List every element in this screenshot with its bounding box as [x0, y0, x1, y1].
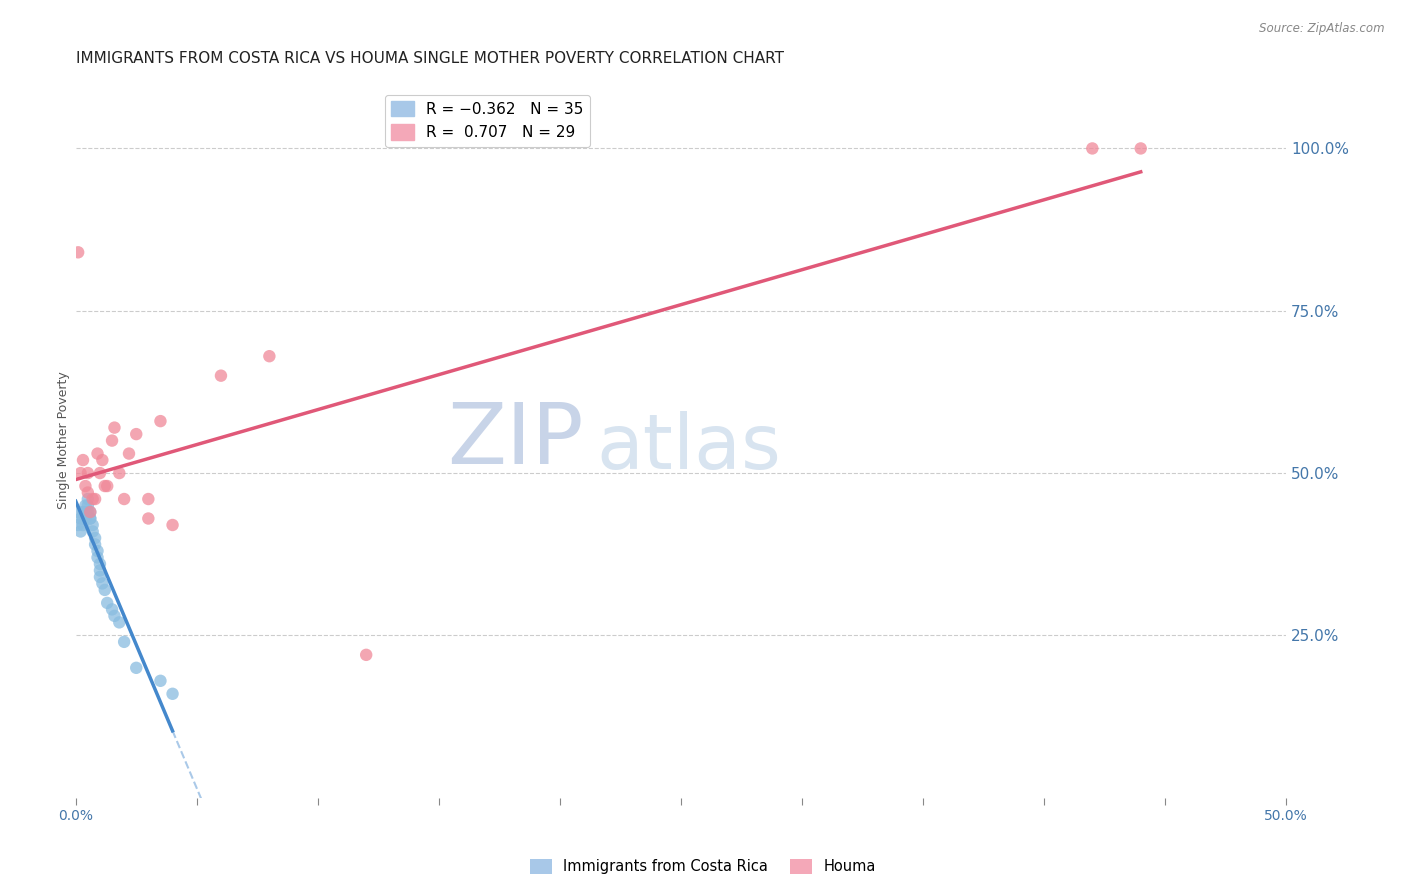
Point	[1129, 141, 1152, 155]
Point	[96, 596, 118, 610]
Point	[91, 453, 114, 467]
Point	[72, 505, 94, 519]
Point	[86, 544, 108, 558]
Point	[108, 466, 131, 480]
Point	[94, 582, 117, 597]
Point	[162, 518, 184, 533]
Point	[75, 505, 97, 519]
Point	[96, 479, 118, 493]
Point	[138, 511, 160, 525]
Point	[209, 368, 232, 383]
Point	[125, 427, 148, 442]
Point	[149, 673, 172, 688]
Point	[76, 505, 98, 519]
Point	[138, 491, 160, 506]
Point	[79, 505, 101, 519]
Point	[67, 518, 90, 533]
Point	[84, 537, 107, 551]
Point	[89, 466, 111, 480]
Point	[89, 570, 111, 584]
Point	[108, 615, 131, 630]
Point	[72, 453, 94, 467]
Point	[354, 648, 377, 662]
Point	[75, 479, 97, 493]
Point	[69, 511, 91, 525]
Point	[84, 491, 107, 506]
Point	[86, 446, 108, 460]
Point	[67, 245, 90, 260]
Point	[75, 499, 97, 513]
Legend: Immigrants from Costa Rica, Houma: Immigrants from Costa Rica, Houma	[524, 853, 882, 880]
Point	[103, 608, 125, 623]
Point	[79, 505, 101, 519]
Point	[259, 349, 281, 363]
Point	[72, 511, 94, 525]
Point	[69, 524, 91, 539]
Point	[112, 635, 135, 649]
Point	[89, 557, 111, 571]
Point	[79, 511, 101, 525]
Point	[67, 505, 90, 519]
Point	[94, 479, 117, 493]
Point	[1081, 141, 1104, 155]
Point	[82, 524, 104, 539]
Point	[149, 414, 172, 428]
Point	[103, 420, 125, 434]
Point	[79, 511, 101, 525]
Point	[112, 491, 135, 506]
Point	[82, 491, 104, 506]
Point	[82, 518, 104, 533]
Point	[118, 446, 141, 460]
Point	[101, 434, 124, 448]
Point	[89, 564, 111, 578]
Point	[76, 499, 98, 513]
Point	[91, 576, 114, 591]
Point	[84, 531, 107, 545]
Y-axis label: Single Mother Poverty: Single Mother Poverty	[58, 372, 70, 509]
Point	[86, 550, 108, 565]
Text: ZIP: ZIP	[447, 399, 583, 482]
Point	[125, 661, 148, 675]
Point	[72, 518, 94, 533]
Point	[69, 466, 91, 480]
Point	[162, 687, 184, 701]
Point	[101, 602, 124, 616]
Legend: R = −0.362   N = 35, R =  0.707   N = 29: R = −0.362 N = 35, R = 0.707 N = 29	[385, 95, 589, 146]
Point	[76, 485, 98, 500]
Point	[76, 491, 98, 506]
Text: IMMIGRANTS FROM COSTA RICA VS HOUMA SINGLE MOTHER POVERTY CORRELATION CHART: IMMIGRANTS FROM COSTA RICA VS HOUMA SING…	[76, 51, 783, 66]
Text: atlas: atlas	[596, 410, 780, 484]
Point	[75, 511, 97, 525]
Point	[76, 466, 98, 480]
Text: Source: ZipAtlas.com: Source: ZipAtlas.com	[1260, 22, 1385, 36]
